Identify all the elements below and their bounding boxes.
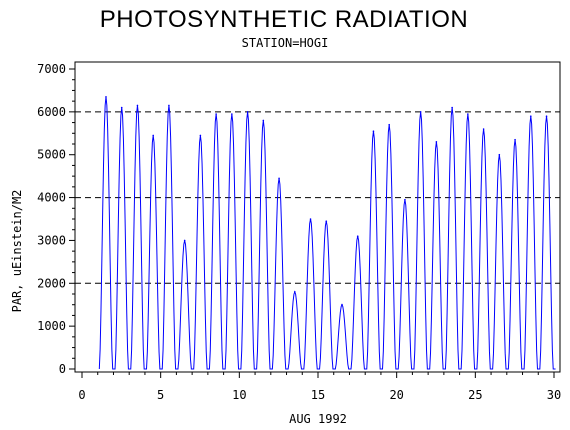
y-tick-label: 7000 <box>37 62 66 76</box>
y-tick-label: 2000 <box>37 276 66 290</box>
x-tick-label: 20 <box>389 388 403 402</box>
y-tick-label: 3000 <box>37 233 66 247</box>
x-axis-label: AUG 1992 <box>289 412 347 426</box>
y-tick-label: 4000 <box>37 191 66 205</box>
chart-subtitle: STATION=HOGI <box>241 36 329 50</box>
y-axis-label: PAR, uEinstein/M2 <box>10 190 24 313</box>
x-tick-label: 15 <box>311 388 325 402</box>
y-tick-label: 6000 <box>37 105 66 119</box>
y-tick-label: 5000 <box>37 148 66 162</box>
x-tick-label: 30 <box>547 388 561 402</box>
chart-title: PHOTOSYNTHETIC RADIATION <box>99 6 469 33</box>
x-tick-label: 25 <box>468 388 482 402</box>
par-series-line <box>98 96 556 370</box>
x-tick-label: 10 <box>232 388 246 402</box>
y-tick-label: 1000 <box>37 319 66 333</box>
x-tick-label: 0 <box>78 388 85 402</box>
x-tick-label: 5 <box>157 388 164 402</box>
y-tick-label: 0 <box>59 362 66 376</box>
